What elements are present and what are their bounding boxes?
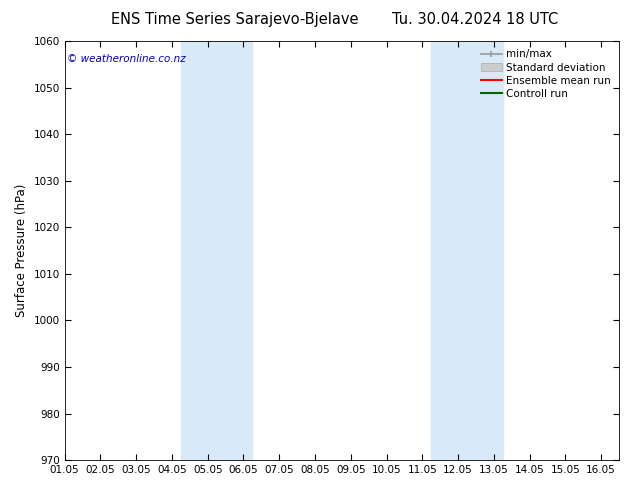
Legend: min/max, Standard deviation, Ensemble mean run, Controll run: min/max, Standard deviation, Ensemble me… <box>478 46 614 102</box>
Text: ENS Time Series Sarajevo-Bjelave: ENS Time Series Sarajevo-Bjelave <box>111 12 358 27</box>
Y-axis label: Surface Pressure (hPa): Surface Pressure (hPa) <box>15 184 28 318</box>
Bar <box>181 41 252 460</box>
Text: © weatheronline.co.nz: © weatheronline.co.nz <box>67 53 186 64</box>
Text: Tu. 30.04.2024 18 UTC: Tu. 30.04.2024 18 UTC <box>392 12 559 27</box>
Bar <box>431 41 503 460</box>
